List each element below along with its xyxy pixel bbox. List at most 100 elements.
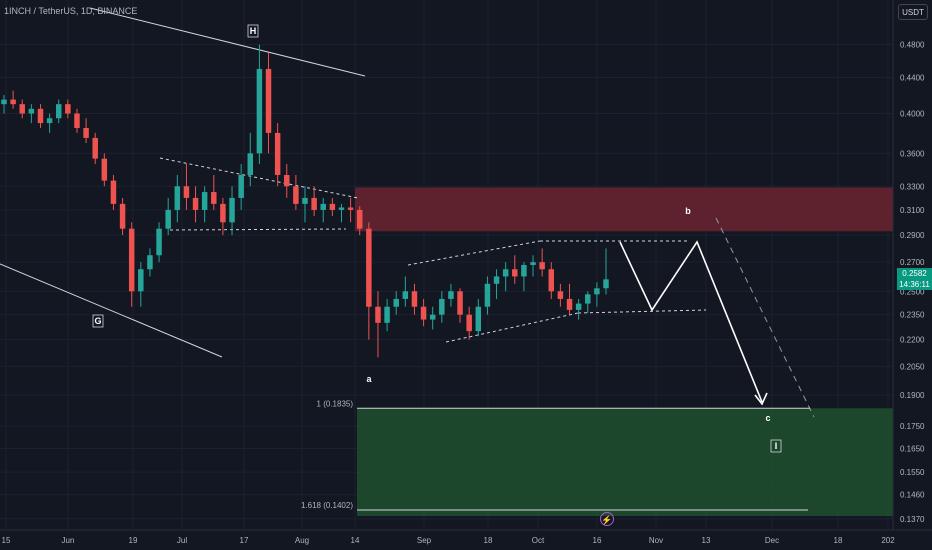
candle-body: [320, 203, 326, 210]
wave-label: b: [685, 206, 691, 216]
time-tick: 17: [240, 536, 249, 545]
candle-body: [110, 180, 117, 204]
bar-countdown: 14:36:11: [899, 280, 930, 289]
candle-body: [420, 306, 427, 320]
candle-body: [65, 104, 71, 114]
candle-body: [575, 303, 582, 310]
projection-arrowhead: [754, 392, 768, 406]
candle-body: [247, 153, 254, 175]
candle-body: [256, 68, 263, 154]
candle-body: [384, 306, 390, 323]
wave-box: [92, 314, 104, 328]
candle-body: [402, 291, 409, 299]
price-tick: 0.1370: [900, 515, 925, 524]
candle-body: [211, 192, 217, 204]
candle-body: [521, 264, 527, 277]
candle-body: [147, 255, 153, 270]
candle-body: [165, 209, 171, 229]
candle-body: [557, 291, 564, 299]
candle-body: [192, 197, 199, 210]
candle-body: [220, 203, 226, 223]
candle-body: [457, 291, 463, 315]
candle-body: [502, 269, 509, 277]
price-tick: 0.4000: [900, 110, 925, 119]
wave-label: a: [366, 374, 372, 384]
price-tick: 0.1750: [900, 422, 925, 431]
candle-body: [466, 314, 472, 332]
candle-body: [329, 203, 336, 210]
candle-body: [74, 113, 80, 128]
price-tick: 0.3600: [900, 149, 925, 158]
wave-label: G: [94, 316, 101, 326]
price-tick: 0.4800: [900, 41, 925, 50]
candle-body: [28, 108, 35, 114]
candle-body: [539, 262, 545, 270]
candle-body: [439, 298, 445, 315]
candle-body: [393, 298, 399, 307]
lightning-icon[interactable]: ⚡: [600, 512, 614, 526]
last-price-value: 0.2582: [902, 269, 927, 278]
price-tick: 0.1650: [900, 444, 925, 453]
wave-labels: H Ga b c I: [92, 24, 782, 453]
price-tick: 0.1550: [900, 468, 925, 477]
candle-body: [566, 298, 573, 310]
resistance-zone: [355, 187, 893, 232]
candle-body: [429, 314, 436, 320]
wave-box: [247, 24, 259, 38]
candle-body: [274, 132, 281, 175]
candle-body: [265, 68, 272, 133]
price-tick: 0.2900: [900, 231, 925, 240]
candle-body: [347, 207, 354, 210]
candle-body: [201, 192, 208, 210]
fib-levels: 1 (0.1835) 1.618 (0.1402): [301, 399, 810, 511]
triangle-upper-line: [159, 157, 359, 199]
price-tick: 0.4400: [900, 73, 925, 82]
candle-body: [603, 279, 609, 289]
flag-lower-line: [445, 312, 579, 343]
candle-body: [183, 186, 190, 198]
target-zone: [357, 408, 893, 517]
candle-body: [229, 197, 235, 223]
currency-button[interactable]: USDT: [898, 4, 928, 20]
candle-body: [138, 269, 144, 292]
wave-label: c: [765, 413, 770, 423]
candle-body: [375, 306, 381, 323]
candle-body: [19, 104, 25, 114]
price-tick: 0.1460: [900, 491, 925, 500]
candle-body: [448, 291, 454, 299]
candle-body: [512, 269, 518, 277]
candle-body: [128, 228, 135, 292]
time-tick: Aug: [295, 536, 309, 545]
price-tick: 0.2350: [900, 311, 925, 320]
candle-body: [530, 262, 536, 265]
wave-box: [770, 439, 782, 453]
candle-body: [311, 197, 317, 210]
candle-body: [46, 118, 53, 124]
symbol-title: 1INCH / TetherUS, 1D, BINANCE: [4, 6, 138, 16]
candle-body: [475, 306, 482, 332]
candle-body: [493, 276, 500, 284]
candle-body: [338, 207, 345, 210]
price-tick: 0.1900: [900, 391, 925, 400]
candle-body: [293, 186, 299, 204]
projection-zigzag: [619, 240, 763, 403]
fib-label: 1.618 (0.1402): [301, 501, 353, 510]
price-axis[interactable]: [893, 0, 932, 530]
time-tick: Sep: [417, 536, 432, 545]
wave-label: H: [250, 26, 257, 36]
channel-upper-line: [89, 7, 366, 77]
time-tick: 19: [129, 536, 138, 545]
time-tick: 18: [484, 536, 493, 545]
candle-body: [174, 186, 181, 210]
channel-lower-line: [0, 263, 223, 358]
wave-label: I: [775, 441, 778, 451]
candle-body: [585, 294, 591, 304]
candle-body: [366, 228, 372, 307]
time-tick: 13: [702, 536, 711, 545]
candle-body: [484, 283, 491, 307]
candle-body: [594, 288, 600, 295]
time-tick: Oct: [532, 536, 545, 545]
candle-body: [55, 104, 62, 119]
time-axis[interactable]: [0, 530, 932, 550]
